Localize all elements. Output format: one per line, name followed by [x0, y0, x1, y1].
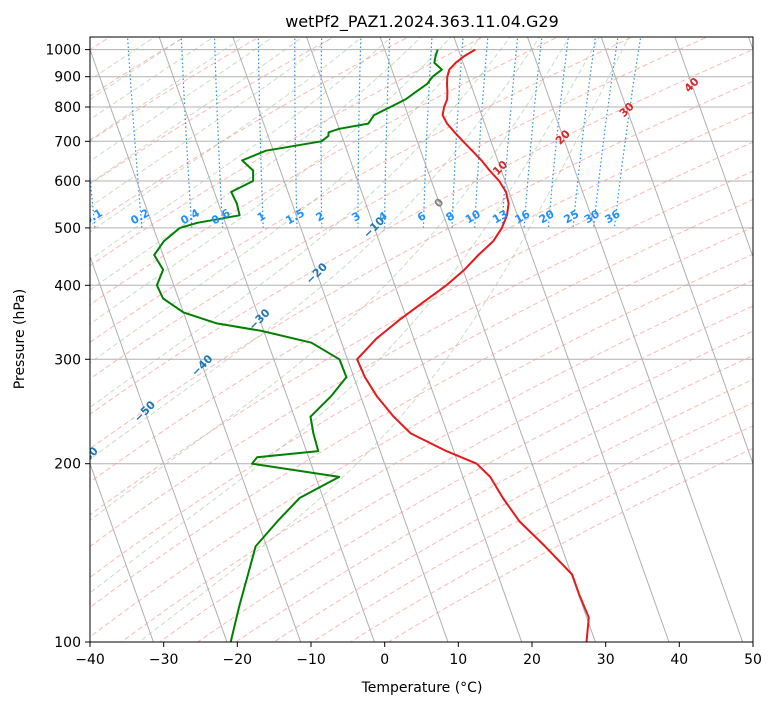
mixing-ratio-line — [213, 37, 224, 228]
isotherm-line — [90, 462, 154, 642]
isotherm-line — [232, 37, 449, 642]
mixing-ratio-line — [422, 37, 433, 228]
y-tick-label: 700 — [54, 134, 81, 150]
isotherm-line — [674, 37, 753, 259]
y-tick-label: 800 — [54, 100, 81, 116]
mixing-ratio-line — [384, 37, 391, 228]
moist-adiabat-line — [90, 37, 511, 408]
y-tick-label: 300 — [54, 352, 81, 368]
isotherm-line — [453, 37, 670, 642]
x-tick-label: 0 — [380, 652, 389, 668]
isotherm-label: −60 — [74, 444, 101, 471]
mixing-ratio-line — [257, 37, 264, 228]
dry-adiabat-line — [90, 198, 753, 578]
dewpoint-profile — [153, 49, 443, 642]
x-tick-label: 20 — [523, 652, 541, 668]
mixing-ratio-line — [320, 37, 323, 228]
y-axis-label: Pressure (hPa) — [12, 289, 28, 389]
x-tick-label: −20 — [223, 652, 253, 668]
y-tick-label: 1000 — [45, 43, 81, 59]
chart-title: wetPf2_PAZ1.2024.363.11.04.G29 — [285, 12, 559, 32]
mixing-ratio-line — [294, 37, 298, 228]
y-tick-label: 400 — [54, 278, 81, 294]
moist-adiabat-line — [138, 37, 630, 642]
dry-adiabat-line — [90, 170, 753, 548]
mixing-ratio-line — [613, 37, 642, 228]
isotherm-line — [90, 255, 228, 642]
dry-adiabat-line — [90, 226, 753, 609]
dry-adiabat-line — [90, 80, 753, 450]
x-tick-label: −10 — [296, 652, 326, 668]
isotherm-line — [158, 37, 375, 642]
x-tick-label: −40 — [75, 652, 105, 668]
y-tick-label: 200 — [54, 457, 81, 473]
x-tick-label: 10 — [449, 652, 467, 668]
mixing-ratio-line — [357, 37, 362, 228]
isotherm-line — [90, 48, 302, 642]
dry-adiabat-line — [90, 37, 709, 380]
sounding-profiles — [153, 48, 590, 642]
grid-lines — [90, 37, 753, 642]
isotherm-line — [600, 37, 753, 466]
y-tick-label: 100 — [54, 635, 81, 651]
plot-frame — [89, 36, 754, 643]
y-tick-label: 500 — [54, 221, 81, 237]
mixing-ratio-lines — [90, 37, 642, 228]
x-tick-label: −30 — [149, 652, 179, 668]
x-axis-label: Temperature (°C) — [361, 680, 483, 696]
x-tick-label: 30 — [597, 652, 615, 668]
temperature-profile — [356, 48, 590, 642]
x-axis: −40 −30 −20 −10 0 10 20 30 40 50 — [75, 642, 762, 668]
x-tick-label: 40 — [670, 652, 688, 668]
dry-adiabat-line — [90, 253, 753, 638]
isotherm-line — [306, 37, 523, 642]
y-tick-label: 900 — [54, 70, 81, 86]
dry-adiabat-line — [90, 111, 753, 483]
isotherm-line — [527, 37, 744, 642]
y-tick-label: 600 — [54, 174, 81, 190]
moist-adiabat-line — [90, 37, 482, 364]
x-tick-label: 50 — [744, 652, 762, 668]
y-axis: 100 200 300 400 500 600 700 800 900 1000 — [45, 43, 90, 651]
isotherm-line — [379, 37, 596, 642]
